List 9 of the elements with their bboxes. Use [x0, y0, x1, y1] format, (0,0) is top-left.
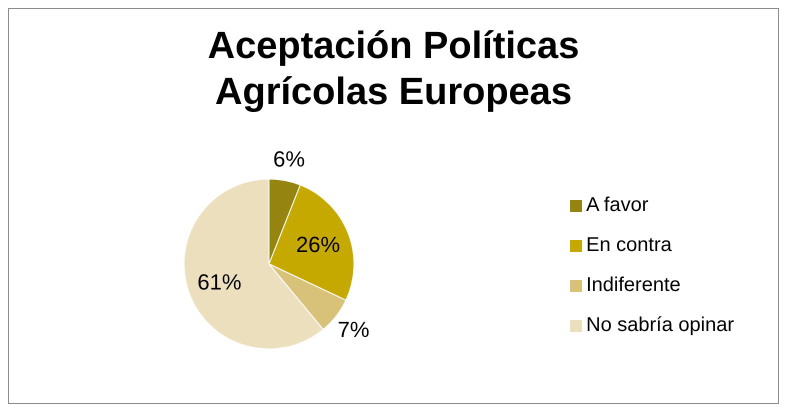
data-label: 6%	[273, 146, 305, 172]
data-label: 61%	[197, 269, 242, 294]
data-label: 26%	[296, 232, 340, 258]
legend-label: A favor	[586, 194, 648, 216]
data-label: 7%	[338, 317, 370, 342]
legend-label: En contra	[586, 234, 672, 256]
legend-label: No sabría opinar	[586, 314, 734, 336]
legend-label: Indiferente	[586, 274, 681, 296]
chart-title: Aceptación Políticas Agrícolas Europeas	[206, 24, 580, 115]
